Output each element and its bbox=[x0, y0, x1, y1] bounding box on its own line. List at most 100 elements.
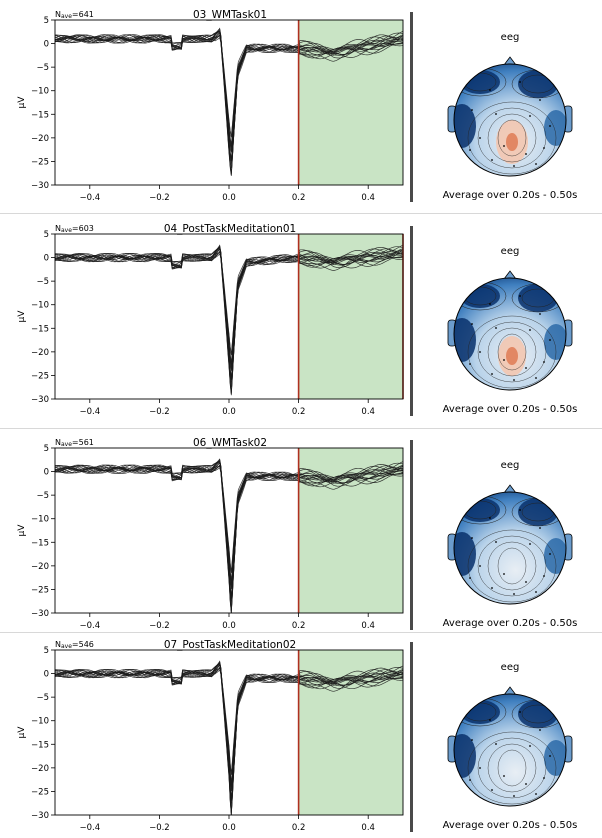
y-tick-label: −15 bbox=[31, 740, 49, 750]
sensor-marker bbox=[491, 789, 493, 791]
nave-label: Nave=641 bbox=[55, 10, 94, 20]
topomap-negative-region bbox=[544, 324, 566, 360]
topomap-outline bbox=[453, 277, 567, 391]
topomap-negative-region bbox=[518, 70, 558, 98]
sensor-marker bbox=[529, 543, 531, 545]
sensor-marker bbox=[469, 779, 471, 781]
sensor-marker bbox=[503, 359, 505, 361]
nave-value: =603 bbox=[72, 224, 94, 233]
sensor-marker bbox=[491, 373, 493, 375]
channel-trace bbox=[54, 462, 404, 573]
topomap-outline bbox=[453, 491, 567, 605]
topomap-nose bbox=[503, 484, 517, 494]
panel-separator bbox=[0, 428, 602, 429]
sensor-marker bbox=[469, 577, 471, 579]
evoked-panel-4: 5 0 −5 −10 −15 −20 −25 −30 −0.4 −0.2 0.0 0.2 0.4 µV 07… bbox=[0, 638, 602, 838]
topomap-contour bbox=[487, 327, 537, 377]
sensor-marker bbox=[543, 147, 545, 149]
sensor-marker bbox=[479, 565, 481, 567]
evoked-timeseries: 5 0 −5 −10 −15 −20 −25 −30 −0.4 −0.2 0.0 0.2 0.4 µV 07… bbox=[17, 639, 413, 833]
panel-divider bbox=[410, 226, 413, 416]
nave-subscript: ave bbox=[61, 441, 72, 448]
topomap-contour bbox=[477, 321, 547, 383]
sensor-marker bbox=[549, 755, 551, 757]
sensor-marker bbox=[491, 587, 493, 589]
topomap-contour bbox=[477, 535, 547, 597]
nave-subscript: ave bbox=[61, 227, 72, 234]
topomap: eeg Average over 0.20s - 0.50s bbox=[443, 662, 578, 831]
topomap-contour bbox=[467, 315, 557, 389]
sensor-marker bbox=[529, 745, 531, 747]
x-tick-label: 0.4 bbox=[361, 621, 375, 631]
nave-prefix: N bbox=[55, 224, 61, 233]
y-axis-label: µV bbox=[17, 524, 27, 537]
topomap-contour bbox=[477, 107, 547, 169]
channel-trace bbox=[54, 248, 404, 356]
topomap-negative-region bbox=[518, 498, 558, 526]
x-tick-label: 0.4 bbox=[361, 193, 375, 203]
y-tick-label: −30 bbox=[31, 395, 49, 405]
panel-separator bbox=[0, 632, 602, 633]
topomap-positive-peak bbox=[506, 133, 518, 151]
y-tick-label: −5 bbox=[36, 491, 49, 501]
y-tick-label: 0 bbox=[44, 670, 49, 680]
sensor-marker bbox=[535, 163, 537, 165]
topomap-caption: Average over 0.20s - 0.50s bbox=[443, 190, 578, 201]
x-tick-label: 0.2 bbox=[292, 193, 306, 203]
topomap-contour bbox=[487, 541, 537, 591]
x-tick-label: −0.4 bbox=[79, 823, 100, 833]
sensor-marker bbox=[549, 339, 551, 341]
sensor-marker bbox=[503, 775, 505, 777]
sensor-marker bbox=[549, 553, 551, 555]
channel-trace bbox=[54, 244, 404, 395]
nave-label: Nave=561 bbox=[55, 438, 94, 448]
y-tick-label: −20 bbox=[31, 134, 49, 144]
y-tick-label: −10 bbox=[31, 717, 49, 727]
sensor-marker bbox=[535, 377, 537, 379]
topomap-label: eeg bbox=[501, 662, 520, 673]
nave-label: Nave=603 bbox=[55, 224, 94, 234]
sensor-marker bbox=[471, 537, 473, 539]
channel-trace bbox=[54, 660, 404, 816]
nave-subscript: ave bbox=[61, 643, 72, 650]
evoked-timeseries: 5 0 −5 −10 −15 −20 −25 −30 −0.4 −0.2 0.0 0.2 0.4 µV 06… bbox=[17, 437, 413, 631]
evoked-timeseries: 5 0 −5 −10 −15 −20 −25 −30 −0.4 −0.2 0.0 0.2 0.4 µV 04… bbox=[17, 223, 413, 417]
sensor-marker bbox=[489, 303, 491, 305]
sensor-marker bbox=[543, 777, 545, 779]
panel-divider bbox=[410, 12, 413, 202]
sensor-marker bbox=[543, 575, 545, 577]
y-tick-label: 0 bbox=[44, 254, 49, 264]
channel-trace bbox=[54, 29, 404, 153]
sensor-marker bbox=[471, 109, 473, 111]
y-tick-label: −20 bbox=[31, 348, 49, 358]
sensor-marker bbox=[525, 367, 527, 369]
channel-trace bbox=[54, 664, 404, 775]
y-axis-label: µV bbox=[17, 310, 27, 323]
x-tick-label: −0.2 bbox=[149, 193, 170, 203]
chart-title: 04_PostTaskMeditation01 bbox=[164, 223, 296, 235]
sensor-marker bbox=[495, 743, 497, 745]
y-tick-label: −30 bbox=[31, 181, 49, 191]
y-tick-label: −20 bbox=[31, 562, 49, 572]
topomap-negative-region bbox=[460, 700, 500, 724]
y-tick-label: 5 bbox=[44, 444, 49, 454]
sensor-marker bbox=[479, 767, 481, 769]
analysis-window bbox=[298, 20, 403, 185]
x-tick-label: −0.4 bbox=[79, 621, 100, 631]
evoked-panel-3: 5 0 −5 −10 −15 −20 −25 −30 −0.4 −0.2 0.0 0.2 0.4 µV 06… bbox=[0, 436, 602, 636]
y-tick-label: −25 bbox=[31, 585, 49, 595]
trace-group bbox=[54, 660, 404, 816]
sensor-marker bbox=[539, 527, 541, 529]
sensor-marker bbox=[471, 739, 473, 741]
nave-prefix: N bbox=[55, 10, 61, 19]
panel-divider bbox=[410, 642, 413, 832]
sensor-marker bbox=[539, 729, 541, 731]
sensor-marker bbox=[543, 361, 545, 363]
x-tick-label: 0.0 bbox=[222, 193, 236, 203]
panel-separator bbox=[0, 213, 602, 214]
y-tick-label: −5 bbox=[36, 63, 49, 73]
sensor-marker bbox=[495, 327, 497, 329]
sensor-marker bbox=[491, 159, 493, 161]
evoked-timeseries: 5 0 −5 −10 −15 −20 −25 −30 −0.4 −0.2 0.0 0.2 0.4 µV 03… bbox=[17, 9, 413, 203]
nave-prefix: N bbox=[55, 640, 61, 649]
